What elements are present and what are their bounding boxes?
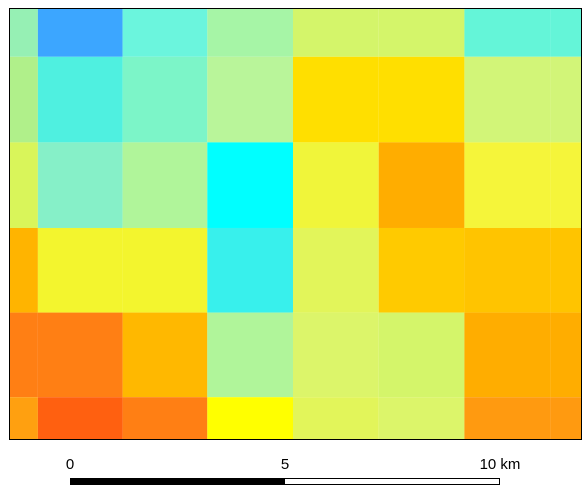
raster-cell (10, 312, 38, 398)
scale-bar: 0 5 10 km (0, 450, 588, 496)
raster-cell (378, 312, 465, 398)
raster-cell (207, 142, 294, 228)
raster-cell (550, 397, 581, 439)
raster-cell (10, 56, 38, 143)
raster-cell (207, 9, 294, 57)
raster-cell (464, 397, 551, 439)
map-frame[interactable] (9, 8, 582, 440)
raster-cell (122, 142, 208, 228)
raster-cell (37, 142, 123, 228)
raster-cell (122, 56, 208, 143)
raster-cell (293, 142, 379, 228)
raster-cell (378, 142, 465, 228)
raster-cell (122, 312, 208, 398)
raster-map[interactable] (10, 9, 581, 439)
raster-cell (10, 142, 38, 228)
raster-cell (464, 142, 551, 228)
scale-label-zero: 0 (65, 456, 75, 473)
raster-cell (550, 227, 581, 313)
raster-cell (293, 227, 379, 313)
scale-bar-graphic (70, 478, 500, 485)
raster-cell (550, 142, 581, 228)
raster-cell (122, 9, 208, 57)
raster-cell (207, 56, 294, 143)
raster-cell (10, 227, 38, 313)
raster-cell (293, 9, 379, 57)
raster-cell (37, 56, 123, 143)
scale-label-end: 10 km (479, 456, 521, 473)
raster-cell (378, 397, 465, 439)
raster-cell (122, 227, 208, 313)
raster-cell (464, 56, 551, 143)
raster-cell (207, 312, 294, 398)
raster-cell (37, 312, 123, 398)
raster-cell (464, 312, 551, 398)
scale-label-mid: 5 (280, 456, 290, 473)
scale-bar-segment-dark (71, 479, 285, 484)
raster-cell (207, 227, 294, 313)
raster-cell (10, 397, 38, 439)
raster-cell (464, 9, 551, 57)
scale-bar-segment-light (285, 479, 499, 484)
raster-cell (37, 397, 123, 439)
raster-cell (293, 56, 379, 143)
raster-cell (293, 312, 379, 398)
raster-cell (293, 397, 379, 439)
raster-cell (378, 227, 465, 313)
raster-cell (207, 397, 294, 439)
raster-cell (37, 227, 123, 313)
raster-cell (550, 9, 581, 57)
raster-cell (10, 9, 38, 57)
raster-cell (378, 56, 465, 143)
raster-cell (37, 9, 123, 57)
raster-cell (550, 56, 581, 143)
raster-cell (122, 397, 208, 439)
raster-cell (550, 312, 581, 398)
raster-cell (378, 9, 465, 57)
raster-cell (464, 227, 551, 313)
